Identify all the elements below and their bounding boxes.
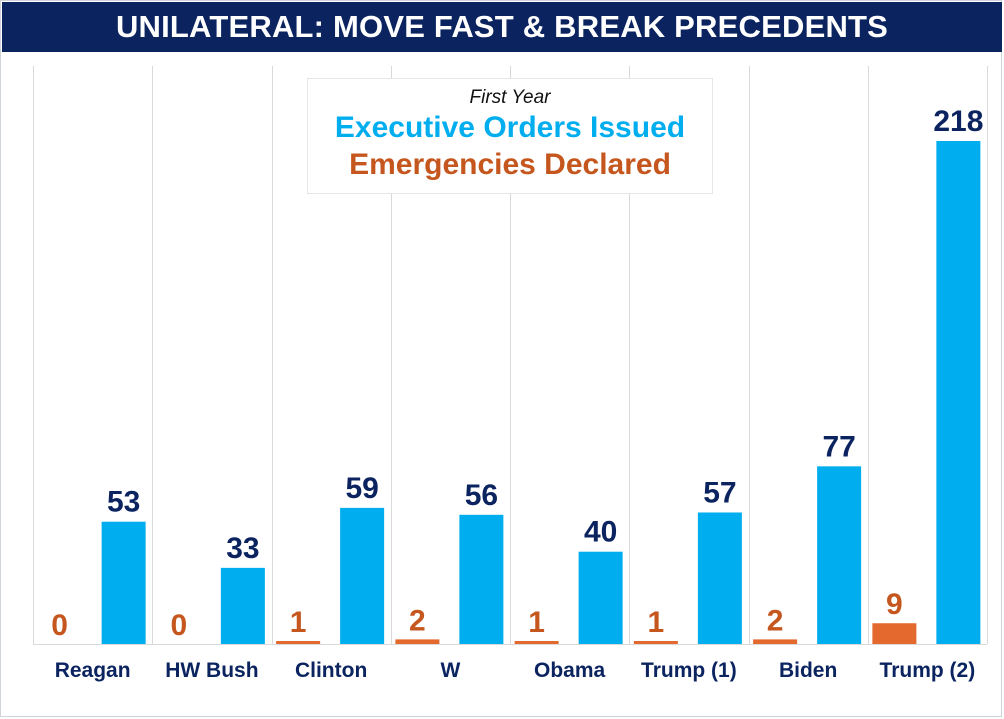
- legend: First Year Executive Orders Issued Emerg…: [307, 78, 713, 194]
- chart-title: UNILATERAL: MOVE FAST & BREAK PRECEDENTS: [115, 9, 889, 44]
- emergencies-value-label: 9: [886, 588, 903, 621]
- emergencies-bar: [633, 641, 678, 644]
- executive-orders-value-label: 53: [107, 486, 140, 519]
- executive-orders-bar: [220, 567, 265, 644]
- executive-orders-value-label: 56: [465, 479, 498, 512]
- category-label: Reagan: [55, 659, 131, 682]
- executive-orders-bar: [101, 521, 146, 644]
- executive-orders-value-label: 57: [703, 476, 736, 509]
- category-label: Obama: [534, 659, 606, 682]
- emergencies-bar: [276, 641, 321, 644]
- category-label: W: [440, 659, 460, 682]
- emergencies-bar: [514, 641, 559, 644]
- legend-emergencies: Emergencies Declared: [349, 148, 671, 181]
- executive-orders-bar: [578, 551, 623, 644]
- category-label: Trump (2): [880, 659, 976, 682]
- emergencies-value-label: 1: [290, 606, 307, 639]
- category-label: Clinton: [295, 659, 367, 682]
- executive-orders-bar: [936, 141, 981, 644]
- emergencies-value-label: 2: [409, 604, 426, 637]
- executive-orders-value-label: 218: [933, 105, 983, 138]
- executive-orders-value-label: 77: [822, 430, 855, 463]
- emergencies-bar: [872, 623, 917, 644]
- emergencies-bar: [753, 639, 798, 644]
- executive-orders-bar: [459, 514, 504, 644]
- emergencies-value-label: 1: [648, 606, 665, 639]
- executive-orders-value-label: 33: [226, 532, 259, 565]
- legend-executive-orders: Executive Orders Issued: [334, 111, 686, 144]
- category-label: Trump (1): [641, 659, 737, 682]
- emergencies-value-label: 1: [528, 606, 545, 639]
- executive-orders-bar: [340, 507, 385, 644]
- emergencies-value-label: 2: [767, 604, 784, 637]
- executive-orders-value-label: 40: [584, 516, 617, 549]
- legend-subtitle: First Year: [469, 87, 551, 108]
- executive-orders-value-label: 59: [345, 472, 378, 505]
- category-label: Biden: [779, 659, 837, 682]
- executive-orders-bar: [817, 466, 862, 644]
- category-label: HW Bush: [165, 659, 258, 682]
- emergencies-value-label: 0: [171, 609, 188, 642]
- title-bar: UNILATERAL: MOVE FAST & BREAK PRECEDENTS: [2, 2, 1002, 52]
- emergencies-bar: [395, 639, 440, 644]
- executive-orders-bar: [697, 512, 742, 644]
- emergencies-value-label: 0: [51, 609, 68, 642]
